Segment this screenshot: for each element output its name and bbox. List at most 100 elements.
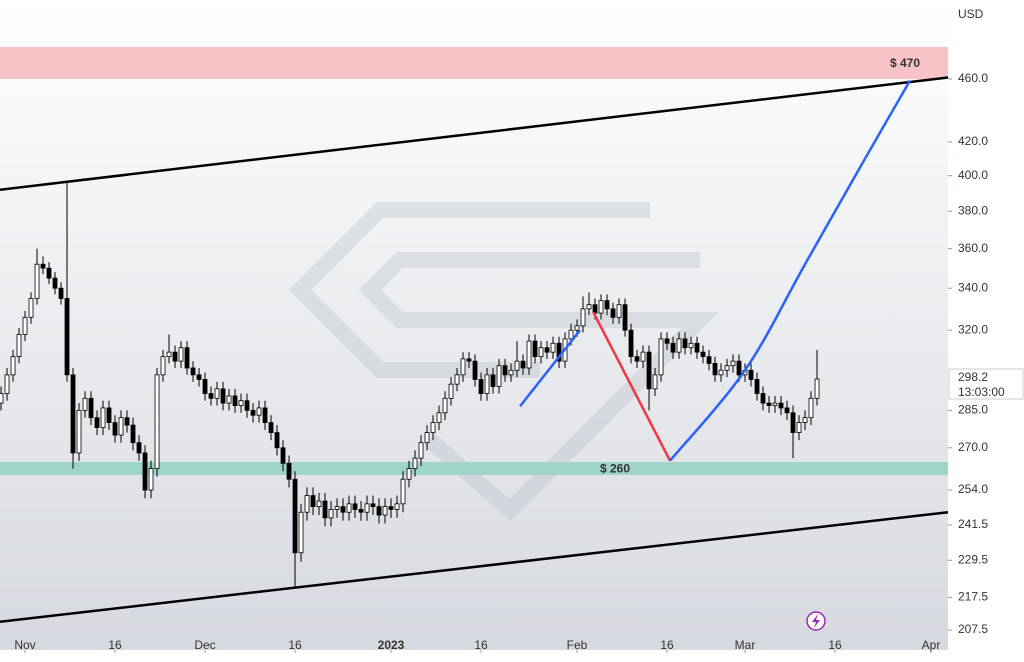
plot: $ 470 $ 260 bbox=[0, 46, 949, 623]
price-zone bbox=[0, 46, 948, 79]
drawing-line bbox=[519, 329, 582, 408]
candle-body bbox=[262, 407, 268, 424]
drawing-line bbox=[0, 510, 949, 623]
y-tick-label: 400.0 bbox=[958, 168, 988, 182]
candle-body bbox=[682, 338, 688, 349]
candle-body bbox=[358, 509, 364, 513]
candle-body bbox=[748, 369, 754, 380]
candle-body bbox=[100, 407, 106, 428]
alert-icon-bolt bbox=[812, 614, 820, 628]
candle-body bbox=[412, 457, 418, 470]
candle-body bbox=[106, 407, 112, 424]
candle-body bbox=[4, 374, 10, 394]
x-tick-label: Mar bbox=[735, 638, 756, 652]
candle-body bbox=[718, 369, 724, 376]
candle-body bbox=[538, 347, 544, 358]
x-tick-label: Apr bbox=[922, 638, 941, 652]
x-tick-label: Nov bbox=[14, 638, 35, 652]
candle-body bbox=[688, 342, 694, 349]
y-tick-label: 320.0 bbox=[958, 322, 988, 336]
candle-body bbox=[730, 360, 736, 367]
candle-body bbox=[376, 506, 382, 516]
candle-body bbox=[766, 402, 772, 406]
candle-body bbox=[88, 397, 94, 419]
candle-body bbox=[700, 351, 706, 358]
candle-body bbox=[244, 400, 250, 411]
price-axis-background bbox=[948, 0, 1024, 662]
candle-body bbox=[232, 395, 238, 406]
y-tick-label: 380.0 bbox=[958, 203, 988, 217]
candle-body bbox=[802, 417, 808, 424]
candle-body bbox=[514, 360, 520, 371]
candle-body bbox=[256, 407, 262, 416]
y-tick-label: 254.0 bbox=[958, 482, 988, 496]
candle-body bbox=[196, 374, 202, 380]
candle-body bbox=[298, 511, 304, 554]
candle-body bbox=[172, 351, 178, 362]
candle-body bbox=[478, 379, 484, 394]
candle-body bbox=[166, 351, 172, 358]
candle-body bbox=[664, 338, 670, 344]
candle-body bbox=[796, 422, 802, 433]
candle-body bbox=[472, 360, 478, 380]
candle-body bbox=[598, 300, 604, 314]
candle-body bbox=[634, 356, 640, 362]
candle-body bbox=[274, 432, 280, 449]
candle-body bbox=[352, 503, 358, 510]
candle-body bbox=[34, 263, 40, 299]
candle-body bbox=[658, 338, 664, 376]
y-tick-label: 270.0 bbox=[958, 440, 988, 454]
candle-body bbox=[394, 503, 400, 510]
candle-body bbox=[388, 506, 394, 510]
zone-label: $ 470 bbox=[890, 56, 920, 70]
candle-body bbox=[556, 342, 562, 362]
candle-body bbox=[226, 395, 232, 404]
candle-body bbox=[406, 468, 412, 480]
candle-body bbox=[130, 424, 136, 444]
candle-body bbox=[544, 347, 550, 353]
candle-body bbox=[568, 329, 574, 340]
candle-body bbox=[154, 374, 160, 470]
x-tick-label: 16 bbox=[288, 638, 302, 652]
candle-body bbox=[220, 388, 226, 404]
countdown: 13:03:00 bbox=[958, 385, 1005, 399]
candle-body bbox=[382, 506, 388, 516]
candle-body bbox=[460, 358, 466, 376]
candle-body bbox=[346, 503, 352, 513]
candle-body bbox=[16, 334, 22, 358]
candle-body bbox=[526, 340, 532, 369]
candle-body bbox=[190, 367, 196, 376]
price-zone bbox=[0, 462, 948, 475]
candle-body bbox=[82, 397, 88, 411]
candle-body bbox=[58, 287, 64, 299]
candle-body bbox=[712, 363, 718, 376]
current-price-box bbox=[948, 368, 1024, 400]
candle-body bbox=[22, 316, 28, 335]
candle-body bbox=[808, 397, 814, 419]
x-tick-label: 16 bbox=[474, 638, 488, 652]
y-tick-label: 217.5 bbox=[958, 590, 988, 604]
candle-body bbox=[76, 409, 82, 454]
candle-body bbox=[286, 462, 292, 480]
candle-body bbox=[442, 397, 448, 414]
candle-body bbox=[760, 393, 766, 404]
candle-body bbox=[184, 347, 190, 369]
candle-body bbox=[40, 263, 46, 269]
x-tick-label: 2023 bbox=[378, 638, 405, 652]
candle-body bbox=[160, 356, 166, 376]
candle-body bbox=[676, 338, 682, 353]
current-price: 298.2 bbox=[958, 370, 988, 384]
candle-body bbox=[148, 468, 154, 491]
zone-label: $ 260 bbox=[600, 462, 630, 476]
x-tick-label: Dec bbox=[194, 638, 215, 652]
candle-body bbox=[250, 409, 256, 416]
drawing-line bbox=[592, 311, 672, 462]
candle-body bbox=[508, 369, 514, 376]
candle-body bbox=[28, 298, 34, 318]
candle-body bbox=[694, 342, 700, 353]
candle-body bbox=[652, 374, 658, 390]
drawing-line bbox=[669, 79, 912, 462]
candle-body bbox=[724, 365, 730, 371]
candle-body bbox=[628, 329, 634, 358]
